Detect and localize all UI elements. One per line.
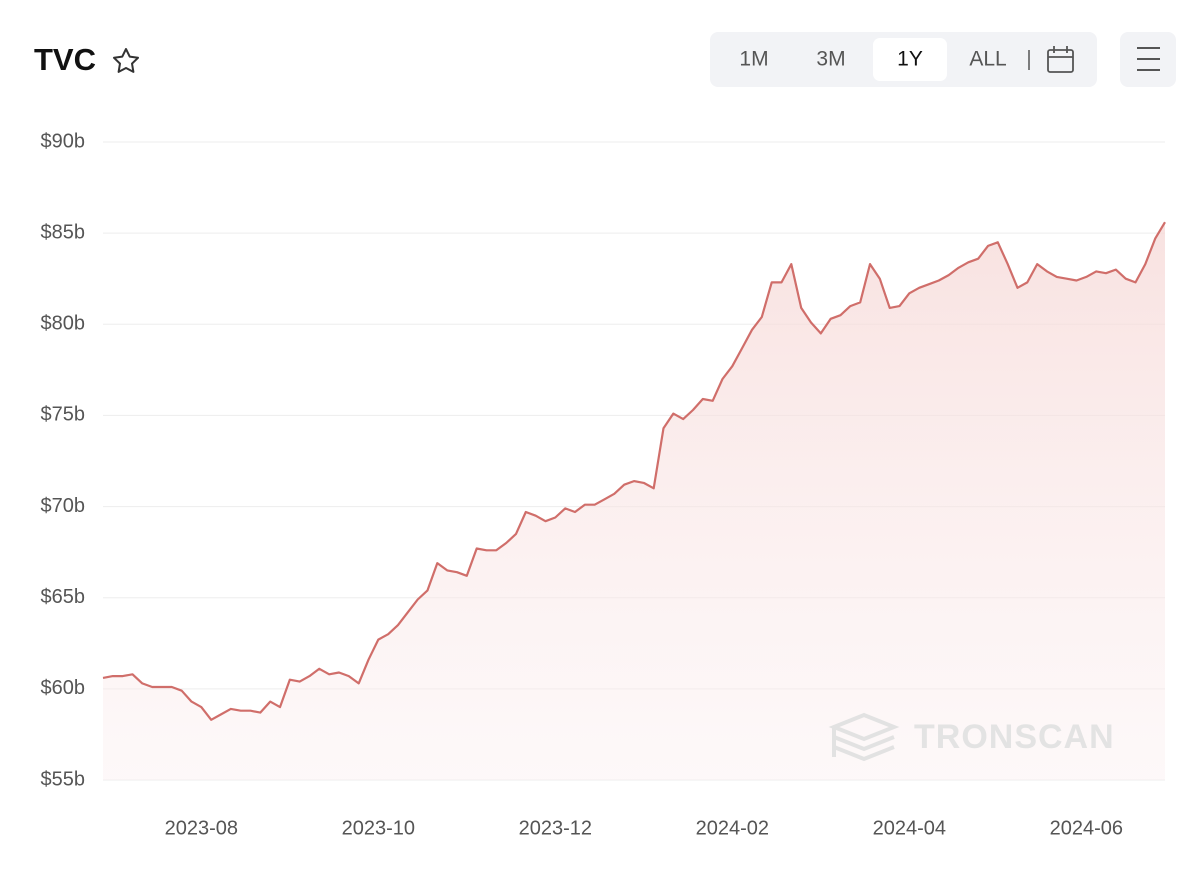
x-tick-label: 2024-06 — [1050, 817, 1123, 839]
range-button[interactable]: 1Y — [897, 48, 923, 71]
range-button-active[interactable] — [873, 38, 947, 81]
range-buttons: 1M 3M 1Y ALL — [739, 38, 1007, 81]
x-tick-label: 2023-08 — [165, 817, 238, 839]
y-tick-label: $65b — [41, 586, 86, 608]
area-fill — [103, 222, 1165, 780]
y-tick-label: $60b — [41, 677, 86, 699]
y-tick-label: $80b — [41, 313, 86, 335]
y-tick-label: $55b — [41, 768, 86, 790]
menu-icon — [1137, 47, 1160, 71]
chart: $55b $60b $65b $70b $75b $80b $85b $90b 2023-08 2… — [41, 130, 1166, 839]
range-button[interactable]: 3M — [816, 48, 845, 71]
line — [102, 221, 1166, 721]
y-tick-label: $70b — [41, 495, 86, 517]
x-tick-label: 2023-10 — [342, 817, 415, 839]
y-tick-label: $75b — [41, 404, 86, 426]
y-tick-label: $90b — [41, 130, 86, 152]
range-button[interactable]: ALL — [969, 48, 1006, 71]
x-tick-label: 2024-02 — [696, 817, 769, 839]
page-title: TVC — [34, 42, 96, 77]
range-button[interactable]: 1M — [739, 48, 768, 71]
watermark: TRONSCAN — [914, 718, 1115, 756]
x-tick-label: 2023-12 — [519, 817, 592, 839]
y-tick-label: $85b — [41, 221, 86, 243]
watermark-logo — [828, 712, 900, 762]
x-tick-label: 2024-04 — [873, 817, 946, 839]
calendar-icon[interactable] — [1047, 46, 1074, 73]
favorite-star[interactable] — [113, 48, 139, 73]
